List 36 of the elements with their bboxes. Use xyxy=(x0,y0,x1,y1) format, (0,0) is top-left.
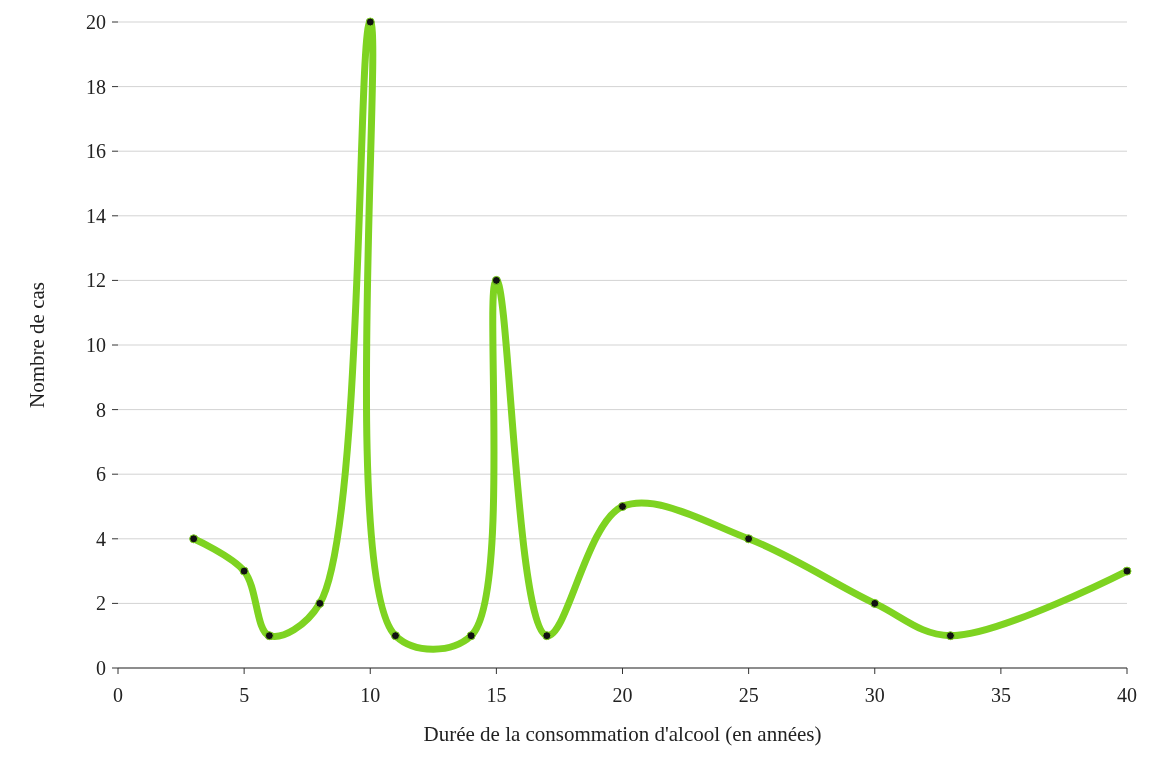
y-tick-label: 14 xyxy=(86,204,106,227)
y-tick-label: 6 xyxy=(96,463,106,486)
x-axis-title: Durée de la consommation d'alcool (en années) xyxy=(423,722,822,746)
point xyxy=(542,631,552,641)
x-tick-label: 25 xyxy=(738,684,759,706)
point xyxy=(390,631,400,641)
point xyxy=(870,598,880,608)
y-tick-label: 0 xyxy=(96,657,106,679)
point xyxy=(189,534,199,544)
x-tick-label: 10 xyxy=(360,684,381,706)
x-tick-label: 30 xyxy=(864,684,885,706)
point xyxy=(1122,566,1132,576)
x-tick-label: 20 xyxy=(612,684,633,706)
point xyxy=(365,17,375,27)
point xyxy=(491,275,501,285)
y-tick-label: 10 xyxy=(86,334,106,356)
point xyxy=(466,631,476,641)
point xyxy=(618,502,627,511)
x-tick-label: 15 xyxy=(486,684,507,706)
point xyxy=(264,631,274,641)
point xyxy=(945,631,955,641)
point xyxy=(239,566,249,576)
x-tick-label: 0 xyxy=(113,684,123,706)
x-tick-label: 5 xyxy=(239,684,250,706)
y-tick-label: 2 xyxy=(96,592,106,615)
x-tick-label: 35 xyxy=(990,684,1011,706)
y-tick-label: 20 xyxy=(86,11,106,33)
y-tick-label: 12 xyxy=(86,269,106,292)
y-axis-title: Nombre de cas xyxy=(25,282,49,408)
y-tick-label: 8 xyxy=(96,398,106,421)
y-tick-label: 16 xyxy=(86,140,106,163)
x-tick-label: 40 xyxy=(1117,684,1137,706)
point xyxy=(744,534,754,544)
y-tick-label: 4 xyxy=(96,527,106,550)
y-tick-label: 18 xyxy=(86,75,106,98)
point xyxy=(315,598,325,608)
